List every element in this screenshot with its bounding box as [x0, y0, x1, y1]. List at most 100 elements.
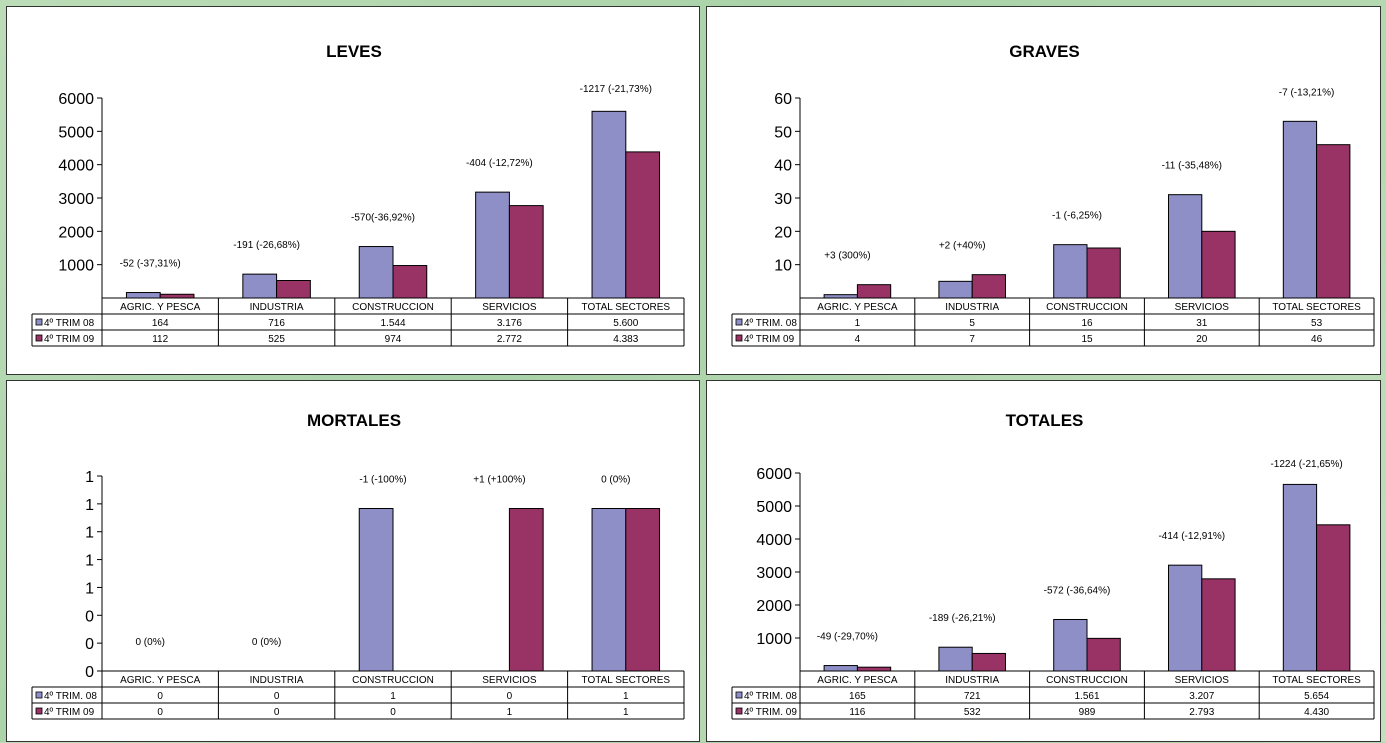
y-tick-label: 60 [774, 91, 792, 108]
bar-series1 [591, 110, 627, 299]
bar-series2 [625, 508, 661, 672]
legend-swatch [735, 318, 743, 326]
table-cell: 112 [152, 334, 168, 345]
y-tick-label: 2000 [58, 224, 94, 241]
table-cell: 1 [623, 691, 629, 702]
x-category-label: CONSTRUCCION [352, 675, 434, 686]
chart-title: LEVES [326, 42, 382, 61]
y-tick-label: 1 [85, 553, 94, 570]
x-category-label: INDUSTRIA [250, 675, 304, 686]
y-tick-label: 1 [85, 469, 94, 486]
bar-annotation: -189 (-26,21%) [929, 613, 996, 624]
bar-annotation: -1 (-6,25%) [1052, 211, 1102, 222]
y-tick-label: 3000 [58, 191, 94, 208]
bar-annotation: -52 (-37,31%) [120, 259, 181, 270]
chart-panel-graves: GRAVES 10 20 30 40 50 60 +3 (300%) +2 (+40%) -1 (… [706, 6, 1381, 375]
bar-annotation: -1217 (-21,73%) [580, 84, 652, 95]
table-cell: 1.544 [380, 318, 405, 329]
table-cell: 5.600 [613, 318, 638, 329]
x-category-label: CONSTRUCCION [1046, 302, 1128, 313]
y-tick-label: 0 [85, 636, 94, 653]
bar-series1 [938, 646, 973, 672]
x-category-label: SERVICIOS [482, 675, 537, 686]
y-tick-label: 20 [774, 224, 792, 241]
x-category-label: SERVICIOS [482, 302, 537, 313]
bar-series1 [1053, 618, 1088, 672]
bar-series2 [1316, 144, 1351, 299]
bar-annotation: -7 (-13,21%) [1279, 87, 1335, 98]
y-tick-label: 0 [85, 608, 94, 625]
table-cell: 16 [1081, 318, 1093, 329]
bar-annotation: -1224 (-21,65%) [1270, 459, 1342, 470]
table-cell: 7 [969, 334, 975, 345]
chart-panel-leves: LEVES 1000 2000 3000 4000 5000 6000 -52 (-37,31… [6, 6, 700, 375]
table-cell: 5 [969, 318, 975, 329]
bar-annotation: +1 (+100%) [473, 475, 525, 486]
table-cell: 721 [964, 691, 981, 702]
legend-swatch [735, 707, 743, 715]
bar-annotation: -191 (-26,68%) [233, 240, 300, 251]
y-tick-label: 6000 [756, 466, 792, 483]
bar-series2 [856, 666, 892, 672]
x-category-label: INDUSTRIA [945, 675, 999, 686]
y-tick-label: 6000 [58, 91, 94, 108]
bar-series1 [1282, 483, 1318, 672]
table-cell: 532 [964, 707, 981, 718]
bar-annotation: 0 (0%) [601, 475, 630, 486]
bar-series2 [971, 274, 1006, 299]
bar-series1 [1282, 120, 1318, 299]
legend-swatch [35, 334, 43, 342]
x-category-label: INDUSTRIA [945, 302, 999, 313]
y-tick-label: 50 [774, 124, 792, 141]
bar-series1 [242, 273, 278, 299]
chart-panel-totales: TOTALES 1000 2000 3000 4000 5000 6000 -49 (-29,… [706, 380, 1381, 742]
x-category-label: SERVICIOS [1175, 302, 1230, 313]
y-tick-label: 5000 [756, 499, 792, 516]
y-tick-label: 1000 [58, 258, 94, 275]
bar-series2 [1201, 230, 1236, 299]
chart-svg: GRAVES 10 20 30 40 50 60 +3 (300%) +2 (+40%) -1 (… [731, 42, 1375, 347]
y-tick-label: 5000 [58, 124, 94, 141]
legend-label: 4º TRIM. 09 [744, 707, 797, 718]
bar-annotation: -11 (-35,48%) [1162, 161, 1222, 172]
y-tick-label: 3000 [756, 565, 792, 582]
bar-annotation: 0 (0%) [135, 637, 164, 648]
table-cell: 1 [623, 707, 629, 718]
bar-annotation: +3 (300%) [824, 251, 870, 262]
table-cell: 1.561 [1074, 691, 1099, 702]
table-cell: 1 [855, 318, 861, 329]
bar-annotation: -572 (-36,64%) [1044, 585, 1111, 596]
x-category-label: AGRIC. Y PESCA [817, 302, 898, 313]
bar-series2 [508, 205, 544, 299]
legend-swatch [35, 318, 43, 326]
legend-label: 4º TRIM. 08 [744, 318, 797, 329]
chart-title: TOTALES [1006, 411, 1084, 430]
y-tick-label: 2000 [756, 598, 792, 615]
table-cell: 0 [507, 691, 513, 702]
chart-panel-mortales: MORTALES 0 0 0 1 1 1 1 1 0 (0%) 0 (0%) -1 (-100%) +1… [6, 380, 700, 742]
table-cell: 4.383 [613, 334, 638, 345]
bar-series1 [475, 191, 510, 299]
y-tick-label: 10 [774, 258, 792, 275]
table-cell: 0 [390, 707, 396, 718]
y-tick-label: 1 [85, 497, 94, 514]
x-category-label: SERVICIOS [1175, 675, 1230, 686]
bar-series1 [591, 508, 627, 672]
y-tick-label: 1 [85, 580, 94, 597]
bar-annotation: -414 (-12,91%) [1158, 531, 1225, 542]
table-cell: 0 [157, 691, 163, 702]
bar-series2 [1086, 637, 1121, 672]
y-tick-label: 40 [774, 158, 792, 175]
bar-annotation: -1 (-100%) [359, 475, 406, 486]
bar-series2 [159, 293, 195, 299]
bar-series1 [823, 665, 858, 672]
table-cell: 989 [1079, 707, 1096, 718]
bar-series1 [938, 280, 973, 299]
table-cell: 53 [1311, 318, 1323, 329]
table-cell: 2.793 [1189, 707, 1214, 718]
x-category-label: TOTAL SECTORES [582, 675, 671, 686]
bar-series1 [125, 292, 161, 299]
x-category-label: TOTAL SECTORES [1272, 302, 1361, 313]
y-tick-label: 4000 [756, 532, 792, 549]
x-category-label: TOTAL SECTORES [582, 302, 671, 313]
